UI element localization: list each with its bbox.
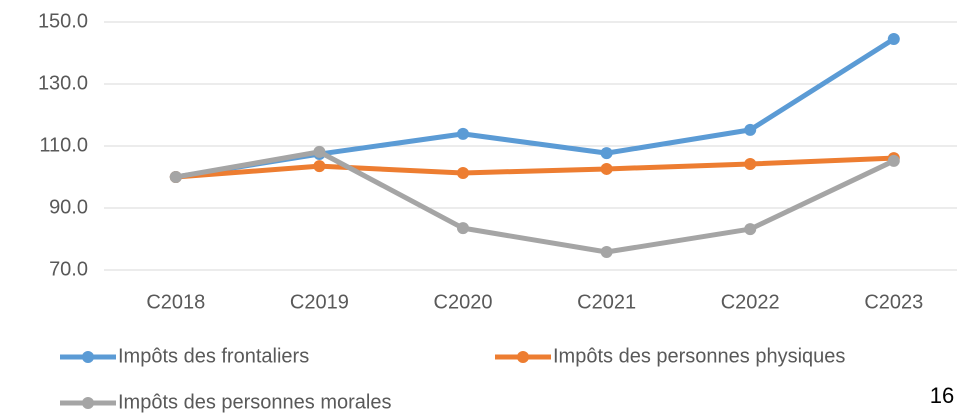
y-tick-label: 130.0 [38, 72, 88, 94]
legend-marker [82, 397, 94, 409]
y-tick-label: 70.0 [49, 258, 88, 280]
data-point [313, 160, 326, 173]
data-point [887, 33, 900, 46]
data-point [600, 162, 613, 175]
data-point [457, 127, 469, 140]
data-point [457, 166, 469, 179]
y-tick-label: 110.0 [39, 134, 88, 156]
data-point [744, 157, 757, 170]
data-point [600, 246, 613, 259]
x-tick-label: C2023 [864, 291, 923, 313]
data-point [313, 145, 326, 158]
data-point [169, 171, 182, 183]
x-tick-label: C2021 [577, 291, 636, 313]
series-line [175, 149, 895, 255]
legend-label: Impôts des personnes morales [118, 391, 391, 413]
data-point [744, 223, 757, 236]
x-tick-label: C2019 [290, 291, 349, 313]
x-tick-label: C2022 [721, 291, 780, 313]
data-point [744, 123, 757, 136]
y-tick-label: 150.0 [38, 10, 88, 32]
data-point [457, 222, 469, 235]
page-number: 16 [930, 383, 954, 408]
legend-label: Impôts des personnes physiques [553, 345, 845, 367]
legend-label: Impôts des frontaliers [118, 345, 309, 367]
data-point [887, 154, 900, 167]
data-point [600, 147, 613, 160]
x-tick-label: C2018 [146, 291, 205, 313]
legend-marker [517, 351, 529, 363]
series-line [175, 155, 894, 180]
y-tick-label: 90.0 [49, 196, 88, 218]
x-tick-label: C2020 [434, 291, 493, 313]
legend-marker [82, 351, 94, 363]
